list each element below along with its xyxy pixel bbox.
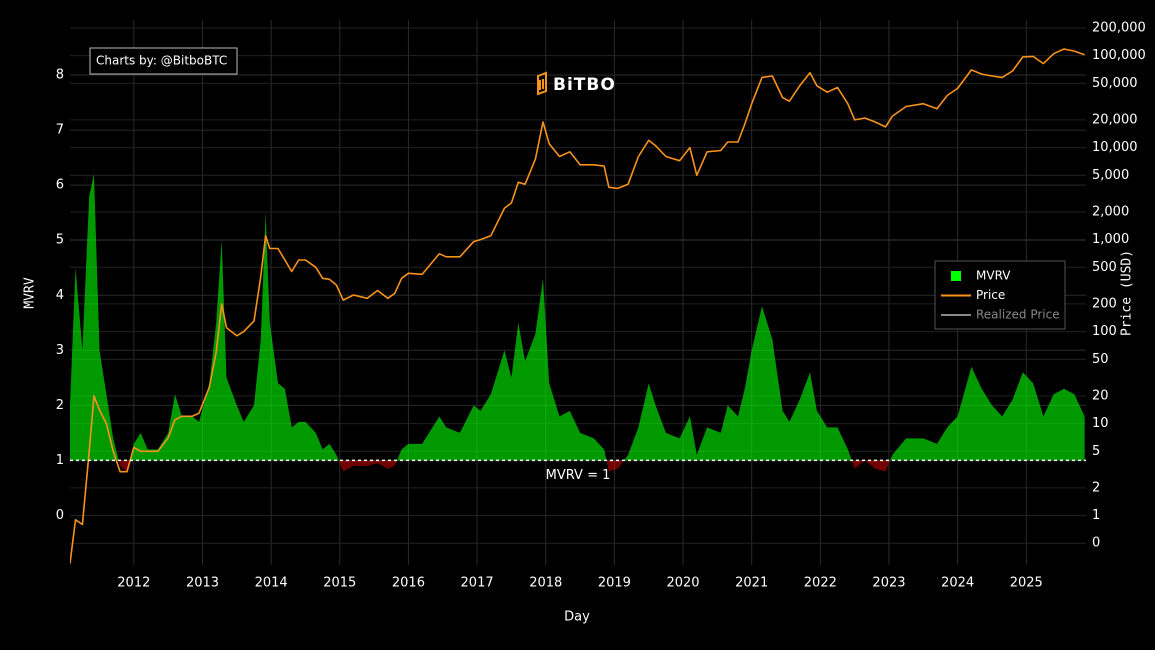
y2-tick-label: 5,000 — [1092, 168, 1129, 183]
credit-box — [89, 47, 238, 75]
y2-axis-title: Price (USD) — [1120, 250, 1135, 336]
x-tick-label: 2017 — [461, 576, 494, 591]
credit: Charts by: @BitboBTC — [96, 54, 227, 68]
x-tick-label: 2022 — [804, 576, 837, 591]
y-tick-label: 5 — [56, 233, 64, 248]
y2-tick-label: 200 — [1092, 296, 1117, 311]
plot-area — [70, 48, 1086, 564]
y2-tick-label: 100 — [1092, 324, 1117, 339]
y2-tick-label: 1 — [1092, 508, 1100, 523]
grid — [70, 20, 1086, 565]
legend: MVRV Price Realized Price — [934, 260, 1066, 330]
y-tick-label: 2 — [56, 398, 64, 413]
x-tick-label: 2018 — [529, 576, 562, 591]
y2-tick-label: 20 — [1092, 388, 1109, 403]
y2-tick-label: 50,000 — [1092, 76, 1138, 91]
x-tick-label: 2024 — [941, 576, 974, 591]
y2-tick-label: 2,000 — [1092, 204, 1129, 219]
y2-tick-label: 50 — [1092, 352, 1109, 367]
reference-label: MVRV = 1 — [546, 468, 611, 483]
y-tick-label: 1 — [56, 453, 64, 468]
legend-label: Price — [976, 288, 1005, 302]
x-tick-label: 2021 — [735, 576, 768, 591]
legend-label: MVRV — [976, 269, 1011, 283]
x-tick-label: 2016 — [392, 576, 425, 591]
y-tick-label: 0 — [56, 508, 64, 523]
logo-text: BiTBO — [553, 75, 616, 95]
x-axis-title: Day — [564, 610, 590, 625]
y2-tick-label: 5 — [1092, 444, 1100, 459]
x-tick-label: 2020 — [666, 576, 699, 591]
y-tick-label: 3 — [56, 343, 64, 358]
y2-tick-label: 2 — [1092, 480, 1100, 495]
x-tick-label: 2012 — [117, 576, 150, 591]
y2-tick-label: 1,000 — [1092, 232, 1129, 247]
x-tick-label: 2025 — [1010, 576, 1043, 591]
x-tick-label: 2015 — [323, 576, 356, 591]
y-axis-title: MVRV — [23, 277, 38, 308]
y-tick-label: 7 — [56, 123, 64, 138]
y-tick-label: 4 — [56, 288, 64, 303]
y2-tick-label: 10 — [1092, 416, 1109, 431]
y-tick-label: 6 — [56, 178, 64, 193]
y2-tick-label: 10,000 — [1092, 140, 1138, 155]
y2-tick-label: 0 — [1092, 536, 1100, 551]
logo: BiTBO — [537, 71, 616, 96]
legend-label: Realized Price — [976, 308, 1060, 322]
legend-swatch — [951, 271, 961, 281]
axes: 2012 2013 2014 2015 2016 2017 2018 2019 2020 2021… — [56, 20, 1146, 590]
x-tick-label: 2023 — [872, 576, 905, 591]
y-tick-label: 8 — [56, 68, 64, 83]
y2-tick-label: 100,000 — [1092, 48, 1146, 63]
y2-tick-label: 500 — [1092, 260, 1117, 275]
price-line — [70, 48, 1085, 564]
y2-tick-label: 20,000 — [1092, 112, 1138, 127]
x-tick-label: 2014 — [255, 576, 288, 591]
y2-tick-label: 200,000 — [1092, 20, 1146, 35]
mvrv-area — [70, 174, 1085, 472]
x-tick-label: 2013 — [186, 576, 219, 591]
logo-icon — [537, 71, 547, 96]
x-tick-label: 2019 — [598, 576, 631, 591]
